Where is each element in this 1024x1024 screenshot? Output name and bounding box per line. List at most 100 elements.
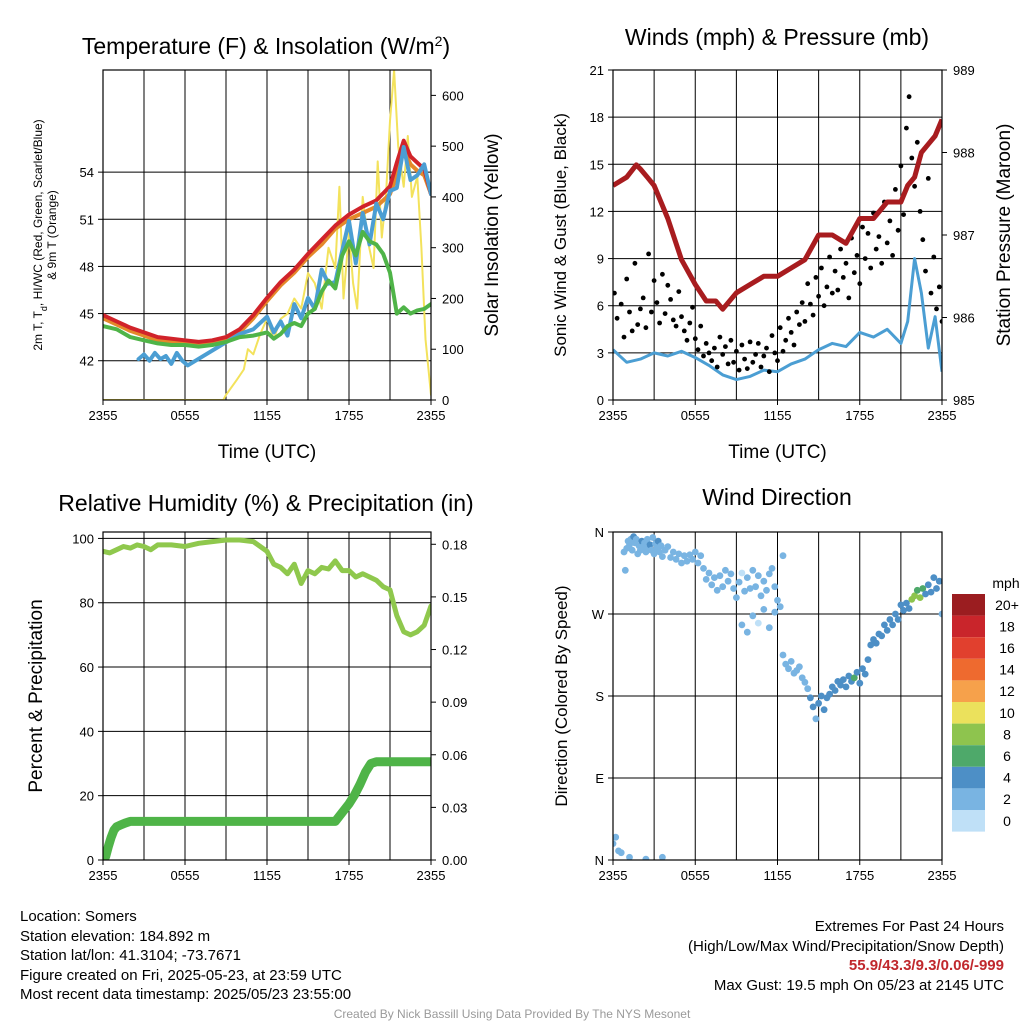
wind-gust-point (734, 348, 739, 354)
station-info: Location: Somers Station elevation: 184.… (20, 907, 351, 1005)
temp-panel: 2355 0555 1155 1755 2355 42 45 48 51 54 0 100 200 300… (31, 33, 503, 463)
direction-point (809, 703, 817, 711)
direction-point (839, 676, 847, 683)
wind-gust-point (706, 350, 712, 356)
colorbar-swatch (952, 594, 985, 616)
direction-point (621, 566, 629, 574)
wind-gust-point (731, 359, 736, 365)
wind-ytick-label: 18 (590, 110, 604, 125)
rh-ytick-label: 20 (80, 789, 94, 804)
colorbar-label: 8 (1003, 726, 1011, 742)
direction-point (743, 574, 751, 581)
direction-point (643, 535, 651, 543)
rh-ytick-label: 80 (80, 596, 94, 611)
colorbar-swatch (952, 680, 985, 702)
dir-ytick-label: S (595, 689, 604, 704)
direction-point (716, 572, 724, 580)
direction-point (911, 592, 918, 600)
direction-point (903, 599, 910, 607)
direction-point (613, 833, 620, 841)
direction-point (746, 585, 754, 592)
direction-point (678, 559, 685, 567)
colorbar-label: 16 (999, 640, 1015, 656)
temp-ylabel-part1: 2m T, T (31, 310, 45, 350)
colorbar-swatch (952, 723, 985, 746)
direction-point (657, 542, 665, 550)
wind-gust-point (862, 256, 868, 261)
colorbar-label: 18 (999, 618, 1015, 634)
wind-gust-point (808, 301, 813, 307)
wind-gust-point (657, 320, 662, 326)
direction-point (626, 853, 633, 860)
wind-gust-point (654, 300, 660, 305)
wind-ytick-label: 9 (597, 252, 604, 267)
rh-series-1-line (103, 757, 431, 860)
wind-gust-point (618, 301, 624, 307)
rh-ylabel: Percent & Precipitation (26, 599, 47, 792)
dir-xtick-label: 1755 (845, 868, 874, 883)
direction-point (683, 557, 691, 565)
wind-gust-point (931, 254, 937, 260)
direction-point (922, 590, 929, 598)
colorbar-swatch (952, 637, 985, 659)
direction-point (883, 627, 891, 634)
direction-point (897, 601, 905, 609)
direction-point (749, 566, 757, 574)
direction-point (626, 541, 633, 549)
wind-gust-point (873, 246, 879, 252)
wind-gust-point (684, 337, 690, 343)
temp-xlabel: Time (UTC) (218, 442, 317, 463)
direction-point (694, 559, 702, 567)
colorbar-swatch (952, 702, 985, 724)
wind-gust-point (879, 260, 885, 266)
colorbar-label: 10 (999, 705, 1015, 721)
direction-point (768, 565, 776, 572)
wind-gust-point (651, 278, 657, 283)
direction-point (613, 840, 617, 847)
dir-plot-border (612, 531, 943, 861)
wind-gust-point (744, 366, 750, 371)
colorbar-swatch (952, 745, 985, 767)
wind-gust-point (709, 358, 715, 364)
wind-gust-point (632, 260, 638, 266)
rh-xtick-label: 1155 (253, 868, 281, 883)
dir-data (613, 533, 942, 860)
wind-gust-point (901, 212, 906, 218)
direction-point (672, 555, 680, 563)
wind-ytick-label: 0 (597, 393, 604, 408)
wind-gust-point (640, 295, 646, 301)
wind-gust-point (613, 290, 617, 296)
direction-point (649, 534, 657, 541)
extremes-info: Extremes For Past 24 Hours (High/Low/Max… (688, 917, 1004, 995)
dir-xtick-label: 1155 (764, 868, 792, 883)
direction-point (826, 690, 833, 698)
direction-point (733, 594, 740, 601)
temp-series-2-line (103, 138, 431, 344)
wind-gust-point (723, 344, 728, 349)
rh-y2tick-label: 0.15 (442, 590, 467, 605)
wind-y2tick-label: 987 (953, 228, 975, 243)
wind-gust-point (895, 227, 901, 233)
direction-point (705, 569, 713, 577)
direction-point (900, 607, 907, 614)
direction-point (938, 610, 942, 618)
direction-point (845, 672, 853, 680)
direction-point (719, 583, 727, 591)
direction-point (659, 553, 666, 560)
temp-title-close: ) (442, 33, 450, 59)
temp-ytick-label: 48 (80, 259, 94, 274)
wind-gust-point (769, 333, 775, 338)
wind-gust-point (750, 359, 756, 365)
wind-gust-point (893, 187, 898, 192)
rh-y2tick-label: 0.00 (442, 853, 467, 868)
temp-ylabel-part2: , HI/WC (Red, Green, Scarlet/Blue) (31, 119, 45, 306)
direction-point (927, 588, 935, 596)
temp-xtick-label: 1155 (253, 408, 281, 423)
rh-series-0-line (103, 537, 431, 638)
direction-point (831, 687, 839, 694)
wind-gust-point (805, 281, 811, 287)
temp-title-sup: 2 (435, 33, 443, 49)
rh-xtick-label: 1755 (335, 868, 364, 883)
